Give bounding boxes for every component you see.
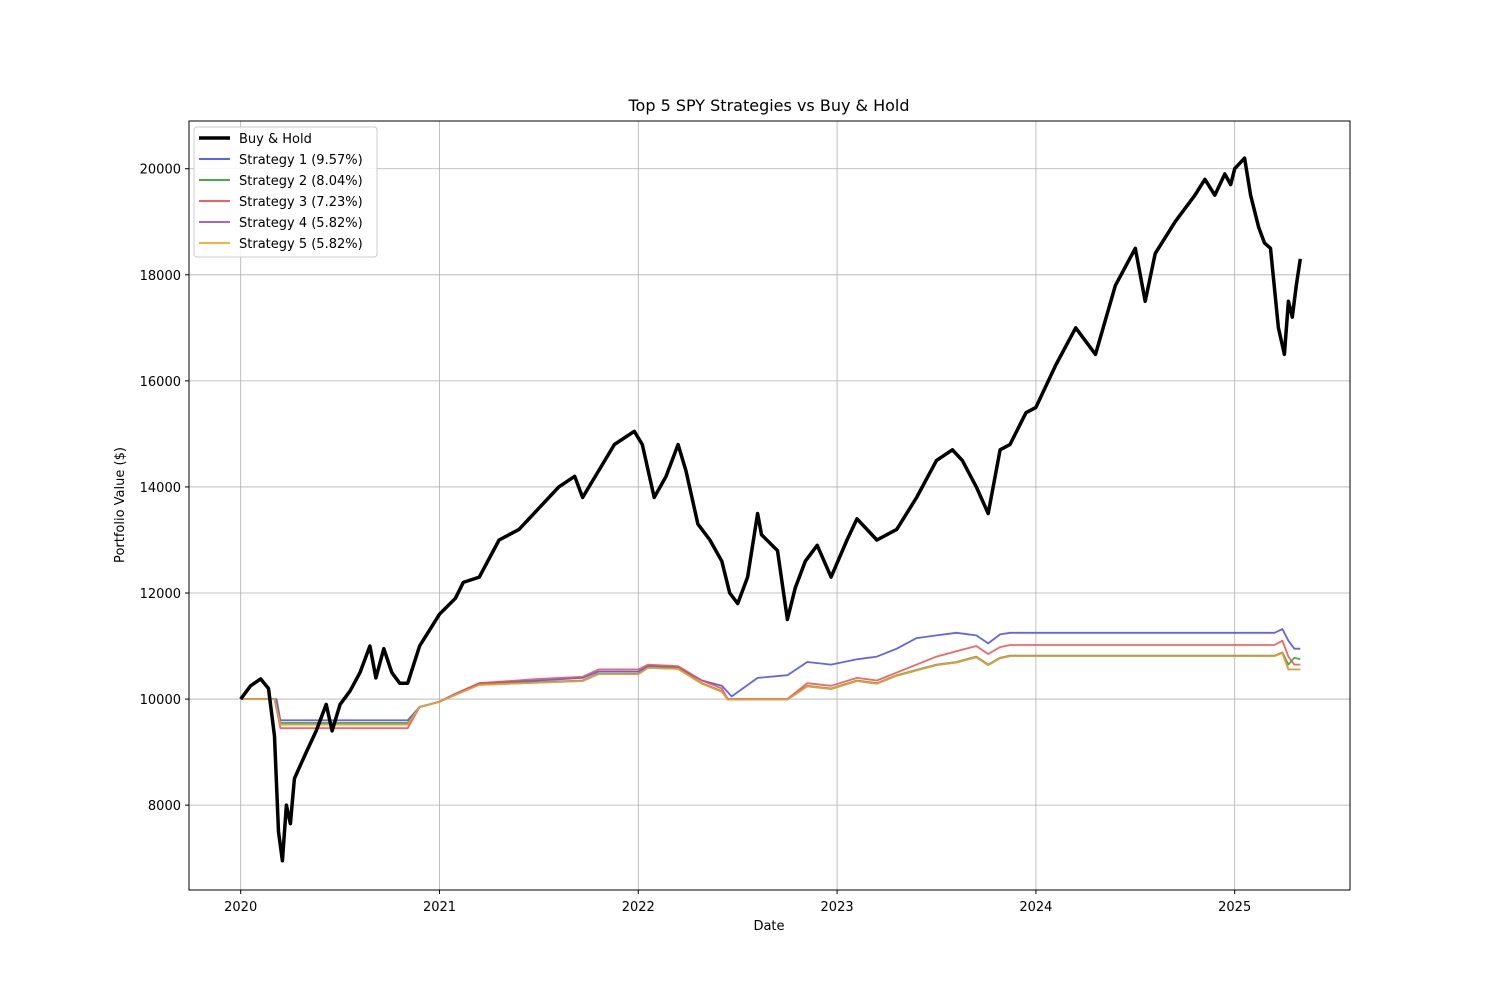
x-tick-label: 2025 [1218,900,1251,915]
legend-label: Strategy 1 (9.57%) [239,153,363,168]
chart-title: Top 5 SPY Strategies vs Buy & Hold [627,96,909,115]
legend-box [193,126,378,258]
y-tick-label: 10000 [140,693,181,708]
x-axis-label: Date [753,919,784,934]
y-tick-label: 16000 [140,375,181,390]
legend-label: Buy & Hold [239,132,312,147]
legend-label: Strategy 4 (5.82%) [239,216,363,231]
x-tick-label: 2020 [224,900,257,915]
legend-label: Strategy 3 (7.23%) [239,195,363,210]
plot-area-frame [188,120,1351,891]
x-tick-label: 2022 [622,900,655,915]
legend-label: Strategy 5 (5.82%) [239,237,363,252]
x-tick-label: 2024 [1019,900,1052,915]
y-tick-label: 12000 [140,587,181,602]
legend: Buy & Hold Strategy 1 (9.57%) Strategy 2 (… [193,126,378,258]
y-tick-label: 14000 [140,481,181,496]
y-tick-label: 20000 [140,163,181,178]
x-tick-label: 2023 [821,900,854,915]
y-tick-label: 18000 [140,269,181,284]
y-axis-label: Portfolio Value ($) [113,447,128,563]
axis-ticks: 2020 2021 2022 2023 2024 2025 8000 10000 12000 14… [140,163,1252,915]
y-tick-label: 8000 [148,799,181,814]
x-tick-label: 2021 [423,900,456,915]
series-line-strategy-5 [240,652,1301,726]
legend-label: Strategy 2 (8.04%) [239,174,363,189]
series-line-buy-and-hold [239,156,1303,863]
grid-lines [189,121,1350,890]
series-lines [239,156,1303,863]
